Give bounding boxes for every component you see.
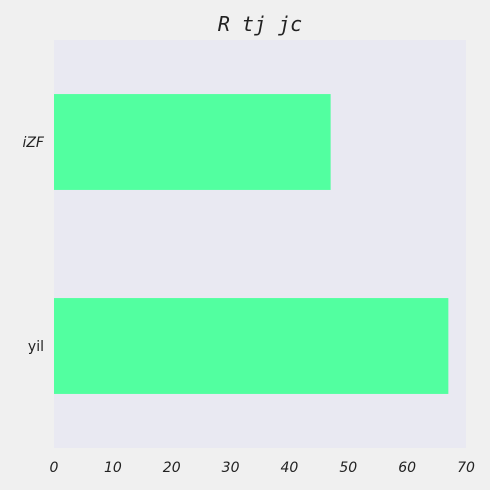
x-tick-label: 50 (339, 460, 357, 476)
bar-yil (54, 298, 449, 394)
x-tick-label: 30 (222, 460, 240, 476)
x-tick-label: 10 (104, 460, 122, 476)
y-tick-labels: iZF yil (22, 135, 44, 355)
x-tick-label: 60 (398, 460, 416, 476)
bar-iZF (54, 94, 331, 190)
x-tick-label: 0 (50, 460, 59, 476)
y-tick-label: yil (28, 339, 44, 355)
bars-group (54, 94, 449, 394)
y-tick-label: iZF (22, 135, 44, 151)
chart-title: R tj jc (218, 12, 302, 36)
x-tick-label: 40 (281, 460, 299, 476)
x-tick-label: 20 (163, 460, 181, 476)
x-tick-label: 70 (457, 460, 475, 476)
x-tick-labels: 0 10 20 30 40 50 60 70 (50, 460, 475, 476)
